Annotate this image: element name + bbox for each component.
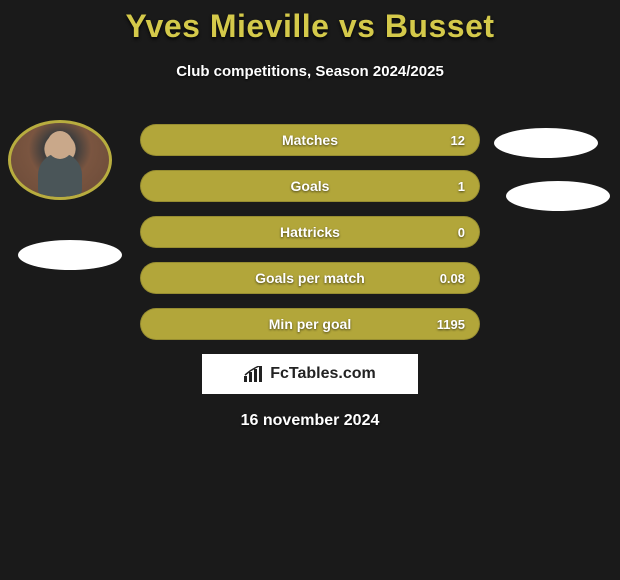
page-title: Yves Mieville vs Busset <box>0 0 620 45</box>
stat-label: Matches <box>282 132 338 148</box>
chart-icon <box>244 366 264 382</box>
stat-value: 0.08 <box>440 271 465 286</box>
stat-bars: Matches 12 Goals 1 Hattricks 0 Goals per… <box>140 110 480 340</box>
player-avatar-left <box>8 120 112 200</box>
stat-bar-min-per-goal: Min per goal 1195 <box>140 308 480 340</box>
stat-bar-matches: Matches 12 <box>140 124 480 156</box>
stat-label: Hattricks <box>280 224 340 240</box>
date-text: 16 november 2024 <box>0 412 620 430</box>
stat-bar-hattricks: Hattricks 0 <box>140 216 480 248</box>
stat-bar-goals-per-match: Goals per match 0.08 <box>140 262 480 294</box>
stat-value: 1195 <box>437 317 465 332</box>
stat-value: 0 <box>458 225 465 240</box>
stat-label: Goals per match <box>255 270 365 286</box>
stat-value: 1 <box>458 179 465 194</box>
stat-label: Min per goal <box>269 316 351 332</box>
logo-text: FcTables.com <box>270 365 376 383</box>
player-name-pill-left <box>18 240 122 270</box>
comparison-content: Matches 12 Goals 1 Hattricks 0 Goals per… <box>0 110 620 430</box>
stat-label: Goals <box>291 178 330 194</box>
fctables-logo[interactable]: FcTables.com <box>202 354 418 394</box>
player-name-pill-right-1 <box>494 128 598 158</box>
stat-bar-goals: Goals 1 <box>140 170 480 202</box>
stat-value: 12 <box>451 133 465 148</box>
player-name-pill-right-2 <box>506 181 610 211</box>
subtitle: Club competitions, Season 2024/2025 <box>0 63 620 80</box>
